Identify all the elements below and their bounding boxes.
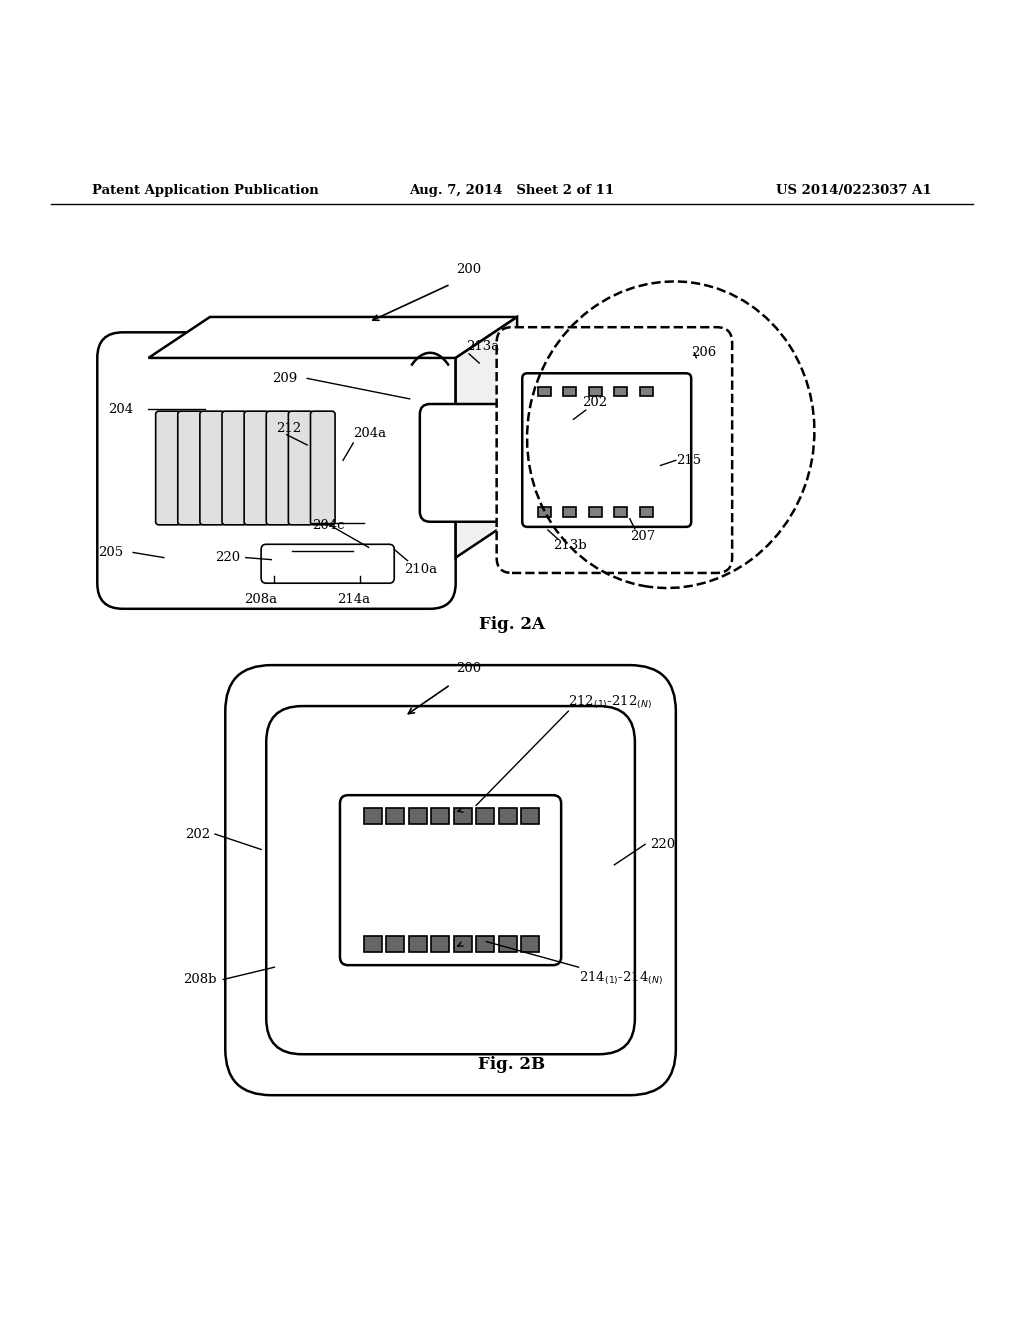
Bar [614,387,628,396]
Text: 202: 202 [184,828,210,841]
Text: 204c: 204c [312,519,345,532]
Bar [409,808,427,824]
FancyBboxPatch shape [244,411,268,525]
Text: 204: 204 [108,403,133,416]
FancyBboxPatch shape [266,706,635,1055]
Bar [614,507,628,516]
Bar [521,808,540,824]
Bar [521,936,540,952]
Bar [538,387,551,396]
Text: Fig. 2A: Fig. 2A [479,615,545,632]
FancyBboxPatch shape [97,333,456,609]
Bar [640,387,653,396]
Text: 214$_{(1)}$-214$_{(N)}$: 214$_{(1)}$-214$_{(N)}$ [579,969,663,986]
Text: 208a: 208a [245,594,278,606]
Bar [431,808,450,824]
Text: 210a: 210a [404,562,437,576]
Text: Patent Application Publication: Patent Application Publication [92,183,318,197]
Text: 215: 215 [676,454,701,467]
FancyBboxPatch shape [522,374,691,527]
Bar [538,507,551,516]
Bar [364,936,382,952]
FancyBboxPatch shape [200,411,224,525]
FancyBboxPatch shape [156,411,180,525]
Bar [563,387,577,396]
Text: 202: 202 [582,396,607,409]
FancyBboxPatch shape [261,544,394,583]
Bar [499,808,517,824]
Bar [386,808,404,824]
FancyBboxPatch shape [497,327,732,573]
Text: 205: 205 [97,546,123,558]
Text: 200: 200 [456,263,481,276]
Bar [386,936,404,952]
Bar [454,936,472,952]
Bar [476,936,495,952]
FancyBboxPatch shape [225,665,676,1096]
Bar [589,387,602,396]
FancyBboxPatch shape [266,411,291,525]
Text: 213b: 213b [553,539,587,552]
Text: 212: 212 [276,421,302,434]
FancyBboxPatch shape [178,411,203,525]
Bar [409,936,427,952]
Text: Aug. 7, 2014   Sheet 2 of 11: Aug. 7, 2014 Sheet 2 of 11 [410,183,614,197]
Text: 204a: 204a [353,426,386,440]
Bar [364,808,382,824]
Bar [499,936,517,952]
Bar [476,808,495,824]
Text: Fig. 2B: Fig. 2B [478,1056,546,1073]
Bar [454,808,472,824]
Bar [640,507,653,516]
Text: 214a: 214a [337,594,370,606]
Text: 213a: 213a [466,339,499,352]
Text: 206: 206 [691,346,717,359]
FancyBboxPatch shape [289,411,313,525]
Text: 207: 207 [630,529,655,543]
Text: 220: 220 [215,552,241,564]
Polygon shape [456,317,517,557]
Text: 212$_{(1)}$-212$_{(N)}$: 212$_{(1)}$-212$_{(N)}$ [568,694,652,711]
FancyBboxPatch shape [340,795,561,965]
Polygon shape [148,317,517,358]
Text: 200: 200 [456,663,481,676]
FancyBboxPatch shape [420,404,522,521]
Text: 220: 220 [650,838,676,851]
Text: US 2014/0223037 A1: US 2014/0223037 A1 [776,183,932,197]
Bar [563,507,577,516]
Bar [589,507,602,516]
FancyBboxPatch shape [222,411,247,525]
Text: 208b: 208b [183,973,217,986]
Text: 209: 209 [271,372,297,385]
Bar [431,936,450,952]
FancyBboxPatch shape [310,411,335,525]
